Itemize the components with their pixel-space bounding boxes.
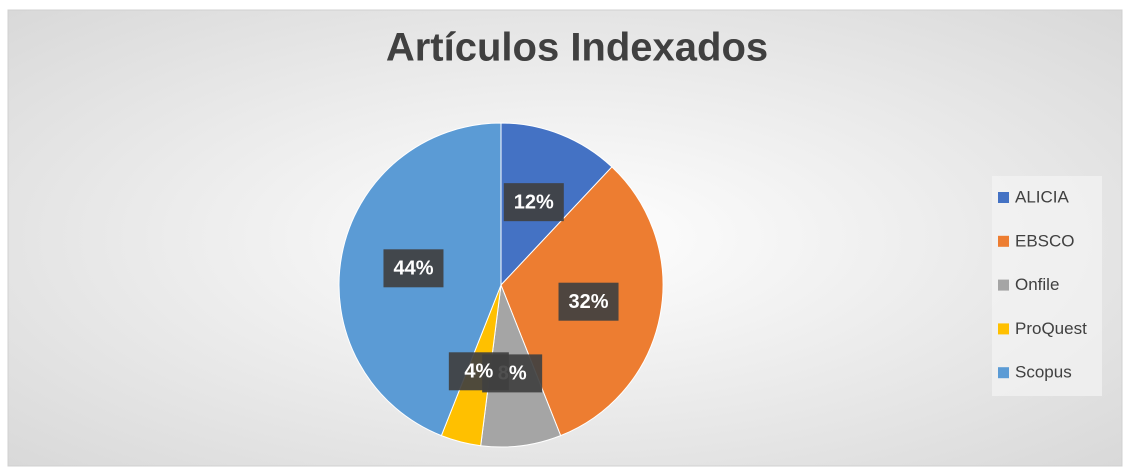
data-label-box (503, 183, 564, 222)
data-label: 32% (569, 291, 609, 313)
legend-swatch (998, 235, 1009, 247)
legend-label: Scopus (1015, 363, 1072, 382)
data-label-box (558, 282, 619, 321)
legend-label: Onfile (1015, 275, 1059, 294)
legend-swatch (998, 367, 1009, 379)
legend-swatch (998, 192, 1009, 203)
legend-box (992, 176, 1102, 396)
data-label-box (448, 352, 509, 391)
data-label-box (383, 249, 444, 288)
data-label: 4% (464, 361, 493, 383)
legend-label: ALICIA (1015, 187, 1070, 206)
data-label: 44% (393, 258, 433, 280)
chart-title: Artículos Indexados (386, 26, 768, 70)
legend-label: EBSCO (1015, 231, 1075, 250)
legend-swatch (998, 279, 1009, 291)
legend-swatch (998, 323, 1009, 335)
data-label: 12% (514, 191, 554, 213)
legend-label: ProQuest (1015, 319, 1087, 338)
